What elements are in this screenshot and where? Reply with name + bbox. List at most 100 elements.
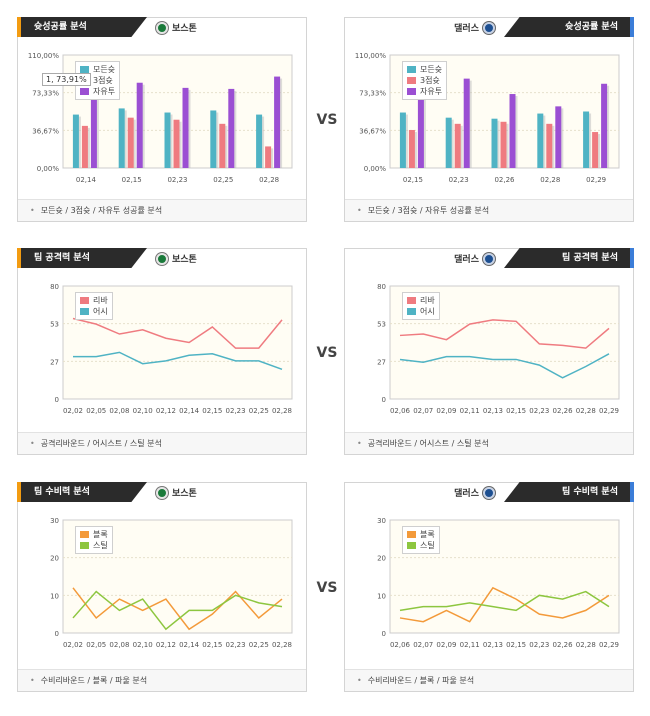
section-tab[interactable]: 팀 수비력 분석 [504, 482, 634, 502]
legend-label: 자유투 [93, 87, 116, 96]
x-tick-label: 02,15 [202, 407, 222, 415]
x-tick-label: 02,02 [63, 641, 83, 649]
x-tick-label: 02,10 [133, 641, 153, 649]
series-line[interactable] [73, 351, 283, 371]
legend-item[interactable]: 리바 [407, 295, 435, 306]
bar[interactable] [182, 87, 189, 168]
series-line[interactable] [399, 353, 610, 379]
bar[interactable] [90, 91, 97, 168]
y-tick-label: 0 [55, 396, 59, 404]
x-tick-label: 02,23 [226, 641, 246, 649]
vs-label: VS [316, 345, 338, 361]
legend-item[interactable]: 모든슛 [407, 64, 442, 75]
bar[interactable] [265, 146, 272, 168]
x-tick-label: 02,29 [599, 407, 619, 415]
section-tab[interactable]: 슛성공률 분석 [17, 17, 147, 37]
bar[interactable] [274, 76, 281, 168]
series-line[interactable] [72, 317, 283, 349]
bar[interactable] [491, 118, 498, 168]
team-header: 댈러스 [454, 486, 495, 499]
x-tick-label: 02,07 [413, 641, 433, 649]
bar[interactable] [118, 108, 125, 168]
bar[interactable] [81, 125, 88, 168]
x-tick-label: 02,26 [494, 176, 515, 184]
bar[interactable] [601, 83, 608, 168]
bar[interactable] [408, 129, 415, 168]
section-tab[interactable]: 슛성공률 분석 [504, 17, 634, 37]
y-tick-label: 110,00% [28, 52, 59, 60]
y-tick-label: 30 [50, 517, 59, 525]
bar[interactable] [546, 123, 553, 168]
series-line[interactable] [399, 319, 610, 349]
chart-legend: 리바 어시 [402, 292, 440, 320]
x-tick-label: 02,25 [213, 176, 233, 184]
x-tick-label: 02,15 [403, 176, 423, 184]
legend-item[interactable]: 어시 [80, 306, 108, 317]
series-line[interactable] [72, 587, 283, 631]
team-name: 댈러스 [454, 24, 479, 34]
x-tick-label: 02,06 [390, 407, 411, 415]
legend-item[interactable]: 자유투 [407, 86, 442, 97]
x-tick-label: 02,28 [272, 641, 292, 649]
bar[interactable] [136, 82, 143, 168]
bar[interactable] [537, 113, 544, 168]
bar[interactable] [583, 111, 590, 169]
dallas-offense-card: 팀 공격력 분석 댈러스 80 53 27 0 02,06 02,07 02,09 02,11… [344, 248, 634, 455]
vs-label: VS [316, 112, 338, 128]
y-tick-label: 110,00% [355, 52, 386, 60]
team-name: 보스톤 [172, 255, 197, 265]
legend-item[interactable]: 모든슛 [80, 64, 115, 75]
legend-swatch [407, 542, 416, 549]
bar[interactable] [463, 78, 470, 168]
bar[interactable] [417, 65, 424, 168]
x-tick-label: 02,05 [86, 407, 106, 415]
bar[interactable] [500, 121, 507, 168]
bar[interactable] [210, 110, 217, 168]
legend-item[interactable]: 블록 [407, 529, 435, 540]
x-tick-label: 02,23 [529, 407, 549, 415]
bar[interactable] [445, 117, 452, 168]
legend-item[interactable]: 블록 [80, 529, 108, 540]
bar[interactable] [72, 114, 79, 168]
x-tick-label: 02,28 [576, 407, 596, 415]
x-tick-label: 02,15 [506, 641, 526, 649]
dallas-shooting-card: 슛성공률 분석 댈러스 110,00% 73,33% 36,67% 0,00% 02,1… [344, 17, 634, 222]
bar[interactable] [127, 117, 134, 168]
legend-swatch [407, 308, 416, 315]
legend-swatch [80, 542, 89, 549]
celtics-logo-icon [156, 252, 168, 265]
section-tab[interactable]: 팀 수비력 분석 [17, 482, 147, 502]
y-tick-label: 0 [382, 396, 386, 404]
section-tab[interactable]: 팀 공격력 분석 [17, 248, 147, 268]
bar[interactable] [454, 123, 461, 168]
boston-shooting-card: 슛성공률 분석 보스톤 110,00% 73,33% 36,67% 0,00% 02,1… [17, 17, 307, 222]
series-line[interactable] [399, 590, 610, 612]
legend-label: 3점슛 [420, 76, 440, 85]
bar[interactable] [555, 106, 562, 168]
legend-item[interactable]: 스틸 [80, 540, 108, 551]
legend-item[interactable]: 3점슛 [407, 75, 442, 86]
y-tick-label: 0 [55, 630, 59, 638]
bar[interactable] [219, 123, 226, 168]
bar[interactable] [592, 132, 599, 168]
bar[interactable] [256, 114, 263, 168]
x-tick-label: 02,28 [540, 176, 560, 184]
bar[interactable] [164, 112, 171, 168]
legend-item[interactable]: 스틸 [407, 540, 435, 551]
bar[interactable] [228, 88, 235, 168]
series-line[interactable] [72, 590, 283, 631]
bar[interactable] [509, 94, 516, 168]
bar[interactable] [399, 112, 406, 168]
legend-label: 리바 [420, 296, 435, 305]
x-tick-label: 02,10 [133, 407, 153, 415]
chart-plot: 110,00% 73,33% 36,67% 0,00% 02,15 02,23 02,26 0… [345, 38, 633, 198]
legend-label: 자유투 [420, 87, 443, 96]
section-tab[interactable]: 팀 공격력 분석 [504, 248, 634, 268]
x-tick-label: 02,28 [272, 407, 292, 415]
bar[interactable] [173, 119, 180, 168]
legend-item[interactable]: 자유투 [80, 86, 115, 97]
legend-item[interactable]: 리바 [80, 295, 108, 306]
x-tick-label: 02,29 [599, 641, 619, 649]
legend-item[interactable]: 어시 [407, 306, 435, 317]
series-line[interactable] [399, 586, 610, 623]
